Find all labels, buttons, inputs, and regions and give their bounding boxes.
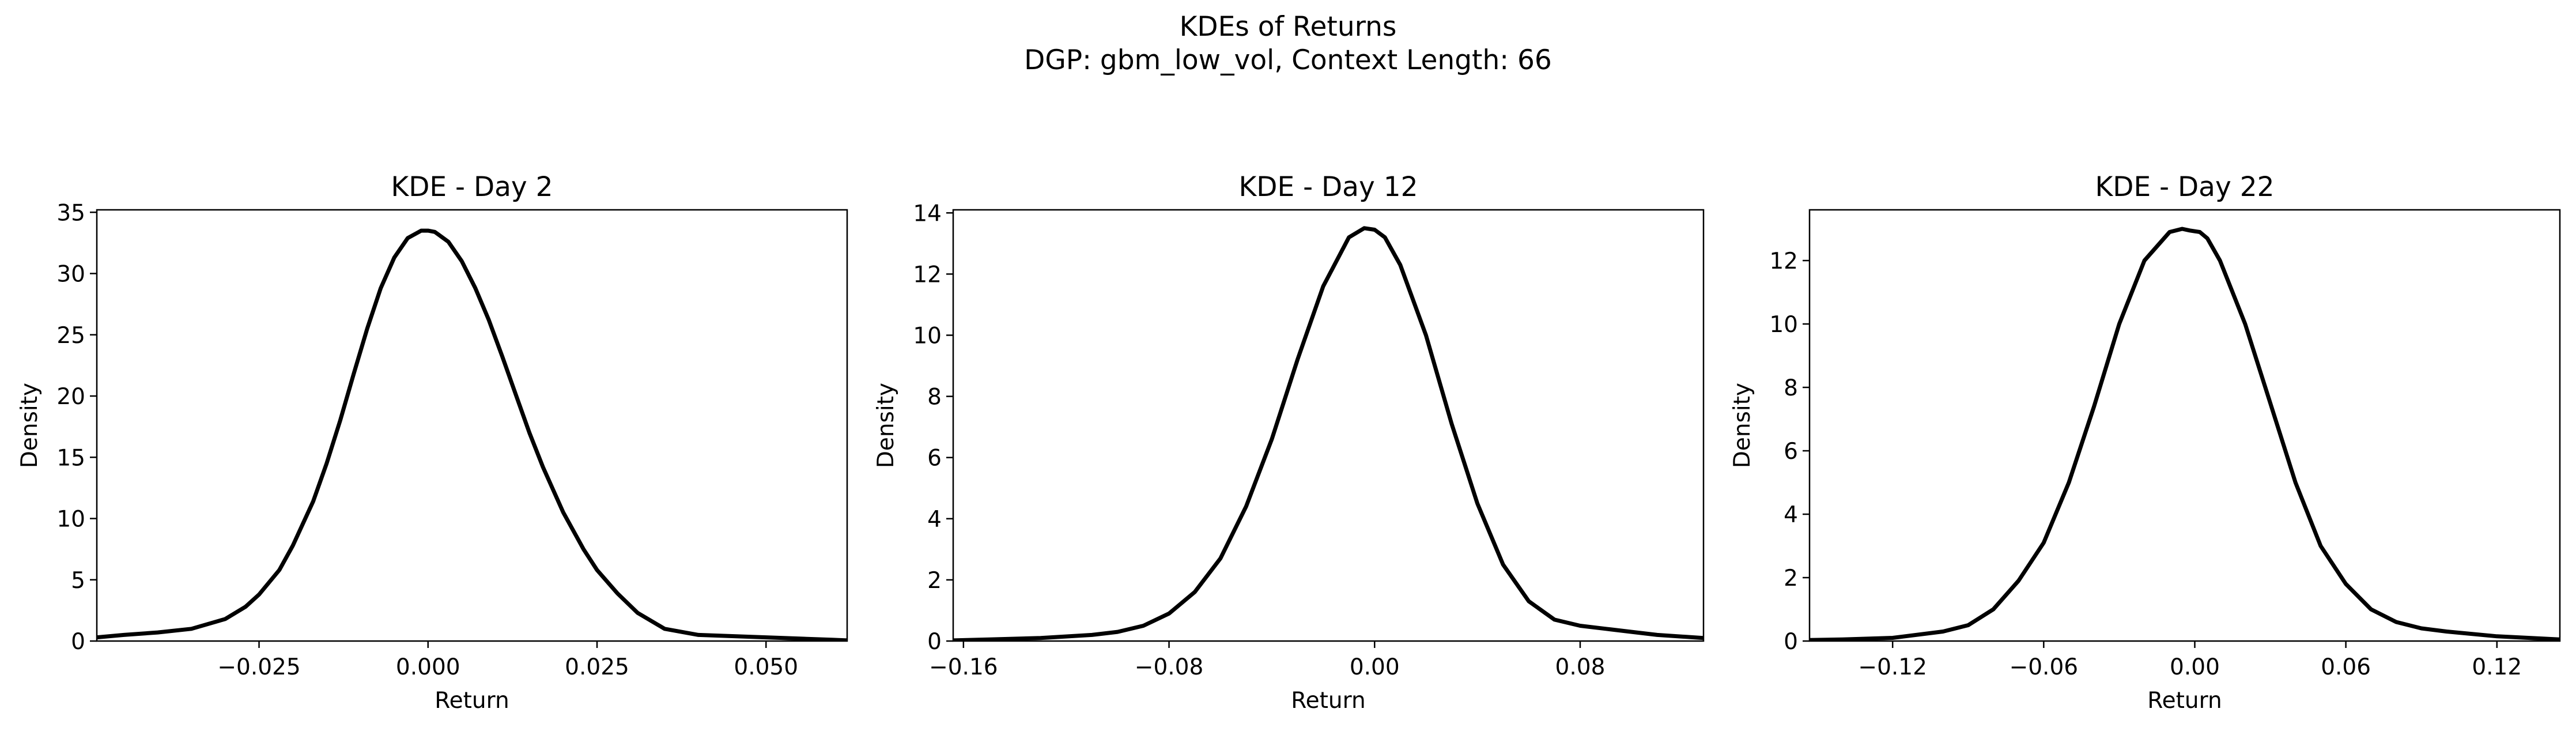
x-tick-label: 0.050 <box>734 654 798 680</box>
x-tick-label: 0.06 <box>2321 654 2371 680</box>
y-tick-label: 20 <box>56 384 85 410</box>
axes-frame <box>1808 209 2561 642</box>
axes-frame <box>952 209 1705 642</box>
y-tick-label: 0 <box>71 629 85 655</box>
y-tick-label: 0 <box>1784 629 1798 655</box>
y-tick-label: 10 <box>913 323 942 349</box>
y-tick-label: 2 <box>1784 566 1798 591</box>
y-tick-label: 4 <box>1784 502 1798 528</box>
x-tick-label: 0.08 <box>1555 654 1606 680</box>
x-tick-label: −0.025 <box>217 654 300 680</box>
subplot-2: KDE - Day 12 −0.16 −0.08 0.00 0.08 0 2 4 6 8 10 12 1… <box>873 171 1705 714</box>
x-tick-label: −0.12 <box>1858 654 1927 680</box>
y-tick-label: 8 <box>927 385 942 410</box>
kde-curve-1 <box>953 226 1704 641</box>
x-tick-label: 0.000 <box>396 654 460 680</box>
y-tick-label: 6 <box>927 446 942 472</box>
x-tick-label: −0.06 <box>2010 654 2079 680</box>
y-axis-label: Density <box>873 383 899 468</box>
x-tick-label: 0.00 <box>2170 654 2220 680</box>
subplots: KDE - Day 2−0.025 0.000 0.025 0.05005101520… <box>17 171 2561 714</box>
y-tick-label: 25 <box>56 323 85 349</box>
y-tick-label: 15 <box>56 445 85 471</box>
y-tick-label: 8 <box>1784 375 1798 401</box>
x-axis-label: Return <box>435 688 509 714</box>
y-tick-label: 6 <box>1784 439 1798 465</box>
y-tick-label: 12 <box>913 262 942 288</box>
y-axis-label: Density <box>1729 383 1755 468</box>
y-tick-label: 30 <box>56 262 85 288</box>
y-tick-label: 35 <box>56 200 85 226</box>
figure-title: KDEs of Returns <box>1180 11 1397 43</box>
x-tick-label: −0.08 <box>1135 654 1204 680</box>
y-tick-label: 14 <box>913 201 942 227</box>
subplot-1: KDE - Day 2 −0.025 0.000 0.025 0.050 0 5 10 15 20… <box>17 171 848 714</box>
subplot-title: KDE - Day 2 <box>391 171 553 203</box>
x-tick-label: −0.16 <box>929 654 998 680</box>
y-tick-label: 12 <box>1769 248 1798 274</box>
x-tick-label: 0.00 <box>1350 654 1400 680</box>
y-tick-label: 5 <box>71 568 85 594</box>
y-tick-label: 2 <box>927 568 942 594</box>
subplot-3: KDE - Day 22 −0.12 −0.06 0.00 0.06 0.12 0 2 4 6 8 1… <box>1729 171 2561 714</box>
x-axis-label: Return <box>2147 688 2222 714</box>
y-tick-label: 4 <box>927 507 942 533</box>
y-axis-label: Density <box>17 383 43 468</box>
x-tick-label: 0.025 <box>565 654 629 680</box>
x-tick-label: 0.12 <box>2472 654 2522 680</box>
kde-curve-1 <box>1810 227 2560 641</box>
kde-curve-1 <box>97 228 847 641</box>
axes-frame <box>96 209 848 642</box>
x-axis-label: Return <box>1291 688 1365 714</box>
y-tick-label: 0 <box>927 629 942 655</box>
figure-subtitle: DGP: gbm_low_vol, Context Length: 66 <box>1024 44 1552 76</box>
y-tick-label: 10 <box>56 507 85 533</box>
subplot-title: KDE - Day 12 <box>1238 171 1418 203</box>
subplot-title: KDE - Day 22 <box>2095 171 2274 203</box>
y-tick-label: 10 <box>1769 312 1798 338</box>
